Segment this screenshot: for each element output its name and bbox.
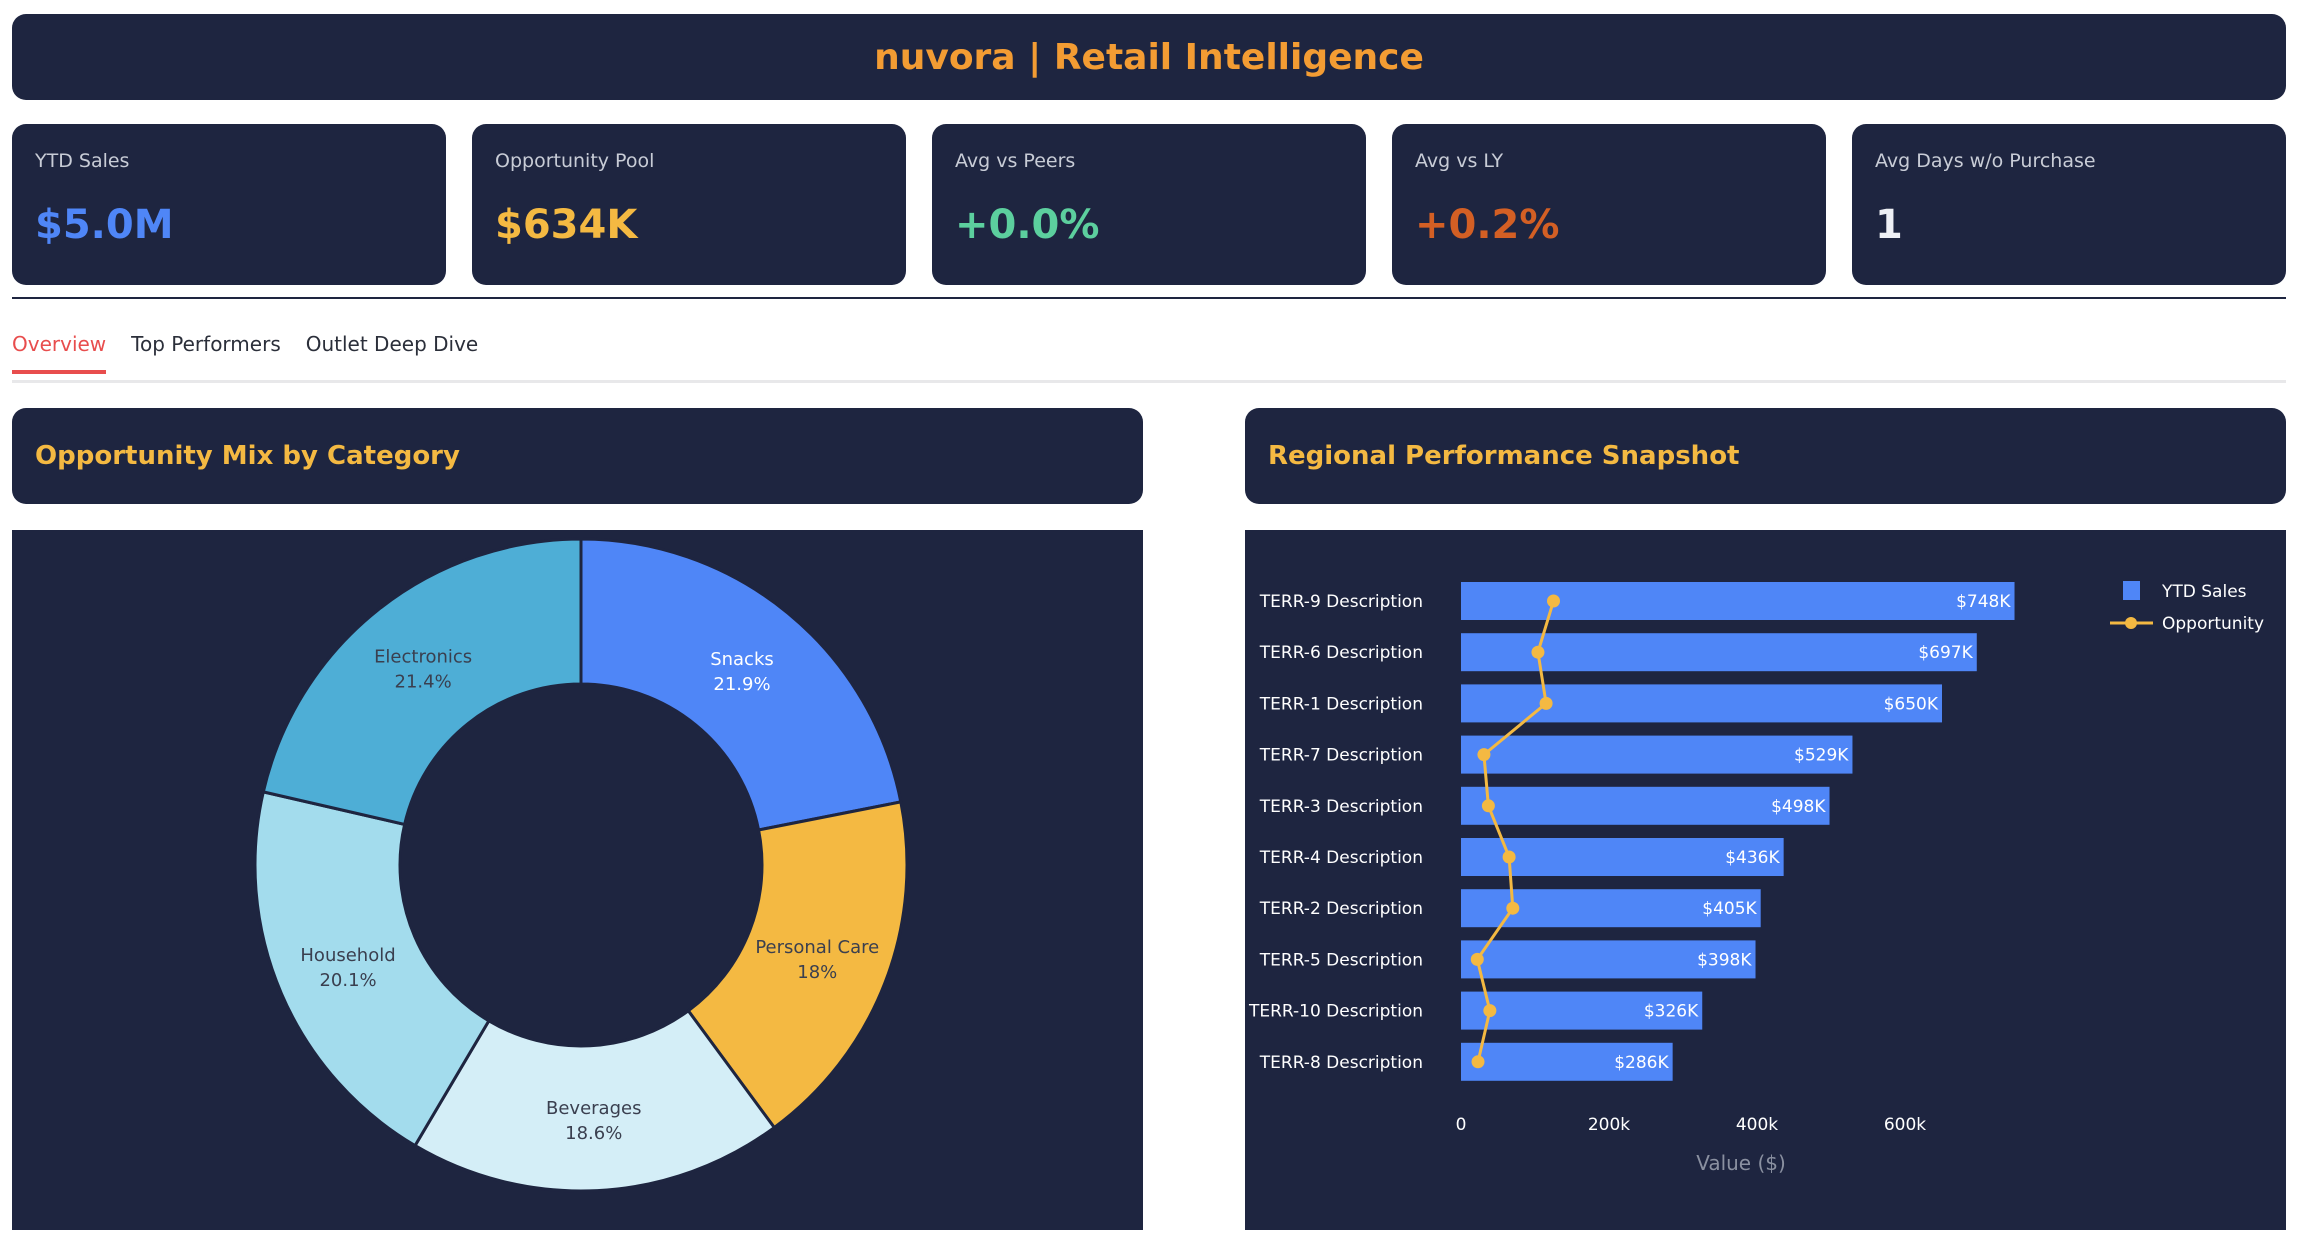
bar-chart: TERR-9 Description $748K TERR-6 Descriptio…	[1248, 581, 2264, 1175]
kpi-label: Opportunity Pool	[495, 150, 655, 172]
kpi-opportunity-pool: Opportunity Pool $634K	[472, 124, 906, 285]
slice-percent: 18%	[797, 962, 837, 983]
category-label: TERR-9 Description	[1259, 592, 1423, 612]
opportunity-point	[1471, 1055, 1485, 1069]
kpi-label: Avg vs LY	[1415, 150, 1504, 172]
kpi-value: +0.2%	[1415, 202, 1560, 248]
legend-label: Opportunity	[2162, 614, 2264, 634]
opportunity-line	[1475, 600, 1555, 1063]
bar-value-label: $405K	[1702, 899, 1757, 919]
panel-title: Regional Performance Snapshot	[1268, 441, 1740, 471]
bar-value-label: $650K	[1884, 694, 1939, 714]
opportunity-point	[1502, 850, 1516, 864]
category-label: TERR-5 Description	[1259, 950, 1423, 970]
app-title: nuvora | Retail Intelligence	[874, 36, 1424, 78]
slice-label: Beverages	[546, 1098, 641, 1119]
donut-chart: Snacks 21.9% Personal Care 18% Beverages 18.6…	[253, 537, 909, 1193]
slice-percent: 21.9%	[713, 674, 770, 695]
opportunity-point	[1470, 952, 1484, 966]
slice-percent: 20.1%	[319, 970, 376, 991]
category-label: TERR-8 Description	[1259, 1053, 1423, 1073]
tab-outlet-deep-dive[interactable]: Outlet Deep Dive	[305, 332, 479, 356]
app-header: nuvora | Retail Intelligence	[12, 14, 2286, 100]
kpi-label: Avg vs Peers	[955, 150, 1076, 172]
kpi-avg-days: Avg Days w/o Purchase 1	[1852, 124, 2286, 285]
x-tick-label: 600k	[1884, 1115, 1926, 1135]
bar-ytd-sales	[1461, 786, 1830, 825]
opportunity-point	[1506, 901, 1520, 915]
kpi-label: Avg Days w/o Purchase	[1875, 150, 2096, 172]
donut-slice-household	[253, 790, 491, 1148]
tab-overview[interactable]: Overview	[12, 332, 107, 374]
tab-bar-line	[12, 380, 2286, 383]
category-label: TERR-6 Description	[1259, 643, 1423, 663]
slice-label: Snacks	[710, 649, 774, 670]
donut-slice-beverages	[412, 1008, 777, 1193]
legend-marker	[2125, 617, 2137, 629]
legend-swatch-ytd-sales	[2123, 581, 2140, 600]
divider	[12, 297, 2286, 299]
donut-slice-electronics	[261, 537, 583, 827]
bar-ytd-sales	[1461, 684, 1942, 723]
panel-header-opportunity-mix: Opportunity Mix by Category	[12, 408, 1143, 504]
kpi-value: $634K	[495, 202, 638, 248]
kpi-avg-vs-peers: Avg vs Peers +0.0%	[932, 124, 1366, 285]
opportunity-point	[1477, 748, 1491, 762]
bar-value-label: $748K	[1956, 592, 2011, 612]
opportunity-point	[1539, 696, 1553, 710]
opportunity-point	[1531, 645, 1545, 659]
donut-chart-panel: Snacks 21.9% Personal Care 18% Beverages 18.6…	[12, 530, 1143, 1230]
opportunity-point	[1547, 594, 1560, 608]
bar-value-label: $436K	[1725, 848, 1780, 868]
panel-title: Opportunity Mix by Category	[35, 441, 460, 471]
bar-value-label: $498K	[1771, 797, 1826, 817]
bar-value-label: $529K	[1794, 746, 1849, 766]
bar-chart-panel: TERR-9 Description $748K TERR-6 Descriptio…	[1245, 530, 2286, 1230]
category-label: TERR-2 Description	[1259, 899, 1423, 919]
bar-ytd-sales	[1461, 633, 1977, 672]
opportunity-point	[1481, 799, 1495, 813]
category-label: TERR-10 Description	[1248, 1002, 1423, 1022]
bar-ytd-sales	[1461, 1042, 1673, 1081]
donut-slice-snacks	[579, 537, 903, 832]
bar-value-label: $286K	[1614, 1053, 1669, 1073]
opportunity-point	[1483, 1004, 1497, 1018]
kpi-avg-vs-ly: Avg vs LY +0.2%	[1392, 124, 1826, 285]
x-axis-title: Value ($)	[1696, 1151, 1786, 1175]
kpi-label: YTD Sales	[35, 150, 130, 172]
bar-value-label: $697K	[1918, 643, 1973, 663]
slice-percent: 21.4%	[395, 672, 452, 693]
category-label: TERR-4 Description	[1259, 848, 1423, 868]
x-tick-label: 400k	[1736, 1115, 1778, 1135]
slice-label: Household	[300, 945, 395, 966]
slice-label: Electronics	[374, 647, 472, 668]
panel-header-regional: Regional Performance Snapshot	[1245, 408, 2286, 504]
category-label: TERR-7 Description	[1259, 746, 1423, 766]
kpi-value: +0.0%	[955, 202, 1100, 248]
bar-value-label: $398K	[1697, 950, 1752, 970]
kpi-value: $5.0M	[35, 202, 174, 248]
x-tick-label: 0	[1456, 1115, 1467, 1135]
bar-ytd-sales	[1461, 991, 1703, 1030]
slice-percent: 18.6%	[565, 1123, 622, 1144]
slice-label: Personal Care	[755, 937, 879, 958]
kpi-ytd-sales: YTD Sales $5.0M	[12, 124, 446, 285]
category-label: TERR-3 Description	[1259, 797, 1423, 817]
tab-bar: Overview Top Performers Outlet Deep Dive	[12, 332, 478, 374]
donut-slice-personal-care	[686, 800, 909, 1130]
x-tick-label: 200k	[1588, 1115, 1630, 1135]
bar-ytd-sales	[1461, 940, 1756, 979]
bar-ytd-sales	[1461, 735, 1853, 774]
bar-value-label: $326K	[1644, 1002, 1699, 1022]
kpi-value: 1	[1875, 202, 1903, 248]
bar-ytd-sales	[1461, 582, 2015, 620]
tab-top-performers[interactable]: Top Performers	[131, 332, 281, 356]
legend-label: YTD Sales	[2161, 582, 2247, 602]
category-label: TERR-1 Description	[1259, 694, 1423, 714]
